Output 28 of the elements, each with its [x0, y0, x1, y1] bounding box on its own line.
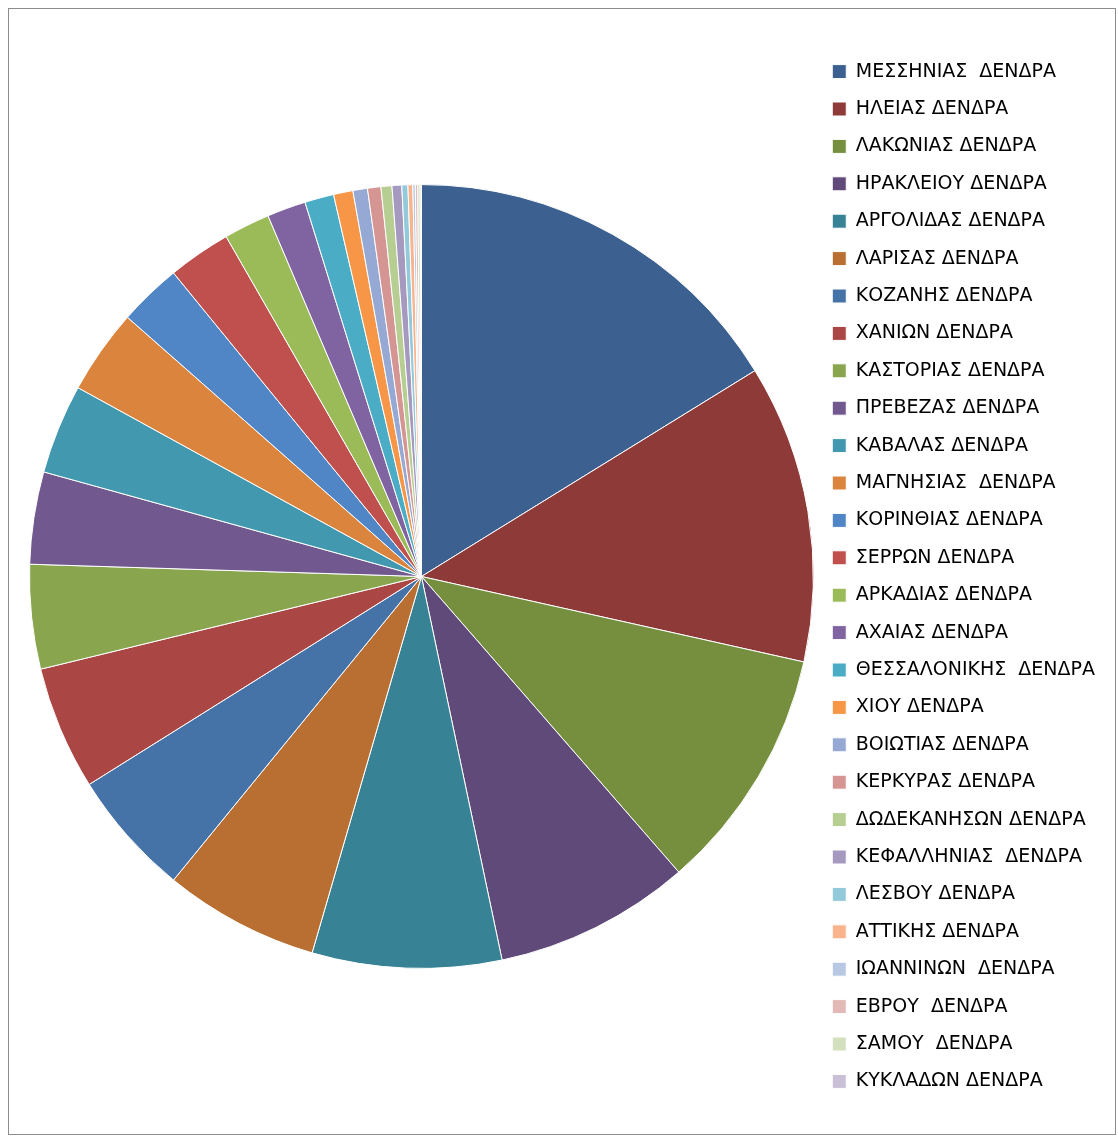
legend-label: ΜΑΓΝΗΣΙΑΣ ΔΕΝΔΡΑ — [855, 469, 1056, 492]
legend-label: ΗΛΕΙΑΣ ΔΕΝΔΡΑ — [855, 95, 1009, 118]
legend-label: ΚΑΒΑΛΑΣ ΔΕΝΔΡΑ — [855, 432, 1028, 455]
legend-label: ΧΙΟΥ ΔΕΝΔΡΑ — [855, 694, 984, 717]
legend-label: ΘΕΣΣΑΛΟΝΙΚΗΣ ΔΕΝΔΡΑ — [855, 656, 1096, 679]
legend-label: ΙΩΑΝΝΙΝΩΝ ΔΕΝΔΡΑ — [855, 956, 1055, 979]
legend-label: ΑΡΚΑΔΙΑΣ ΔΕΝΔΡΑ — [855, 582, 1032, 605]
legend-label: ΕΒΡΟΥ ΔΕΝΔΡΑ — [855, 993, 1008, 1016]
legend-label: ΧΑΝΙΩΝ ΔΕΝΔΡΑ — [855, 320, 1014, 343]
legend-label: ΚΟΡΙΝΘΙΑΣ ΔΕΝΔΡΑ — [855, 507, 1043, 530]
legend-label: ΚΑΣΤΟΡΙΑΣ ΔΕΝΔΡΑ — [855, 357, 1045, 380]
legend-label: ΑΧΑΙΑΣ ΔΕΝΔΡΑ — [855, 619, 1009, 642]
legend-label: ΛΑΡΙΣΑΣ ΔΕΝΔΡΑ — [855, 245, 1019, 268]
legend-label: ΒΟΙΩΤΙΑΣ ΔΕΝΔΡΑ — [855, 731, 1029, 754]
legend-label: ΛΕΣΒΟΥ ΔΕΝΔΡΑ — [855, 881, 1016, 904]
legend-label: ΛΑΚΩΝΙΑΣ ΔΕΝΔΡΑ — [855, 133, 1037, 156]
legend-label: ΔΩΔΕΚΑΝΗΣΩΝ ΔΕΝΔΡΑ — [855, 806, 1086, 829]
legend-label: ΗΡΑΚΛΕΙΟΥ ΔΕΝΔΡΑ — [855, 170, 1047, 193]
legend-label: ΣΕΡΡΩΝ ΔΕΝΔΡΑ — [855, 544, 1015, 567]
legend-label: ΠΡΕΒΕΖΑΣ ΔΕΝΔΡΑ — [855, 395, 1040, 418]
legend-label: ΚΟΖΑΝΗΣ ΔΕΝΔΡΑ — [855, 282, 1033, 305]
legend-label: ΚΕΡΚΥΡΑΣ ΔΕΝΔΡΑ — [855, 769, 1035, 792]
legend-label: ΑΤΤΙΚΗΣ ΔΕΝΔΡΑ — [855, 918, 1020, 941]
legend-label: ΚΕΦΑΛΛΗΝΙΑΣ ΔΕΝΔΡΑ — [855, 843, 1083, 866]
legend-label: ΑΡΓΟΛΙΔΑΣ ΔΕΝΔΡΑ — [855, 208, 1046, 231]
legend-label: ΣΑΜΟΥ ΔΕΝΔΡΑ — [855, 1030, 1013, 1053]
legend-label: ΚΥΚΛΑΔΩΝ ΔΕΝΔΡΑ — [855, 1068, 1043, 1091]
legend-label: ΜΕΣΣΗΝΙΑΣ ΔΕΝΔΡΑ — [855, 58, 1057, 81]
